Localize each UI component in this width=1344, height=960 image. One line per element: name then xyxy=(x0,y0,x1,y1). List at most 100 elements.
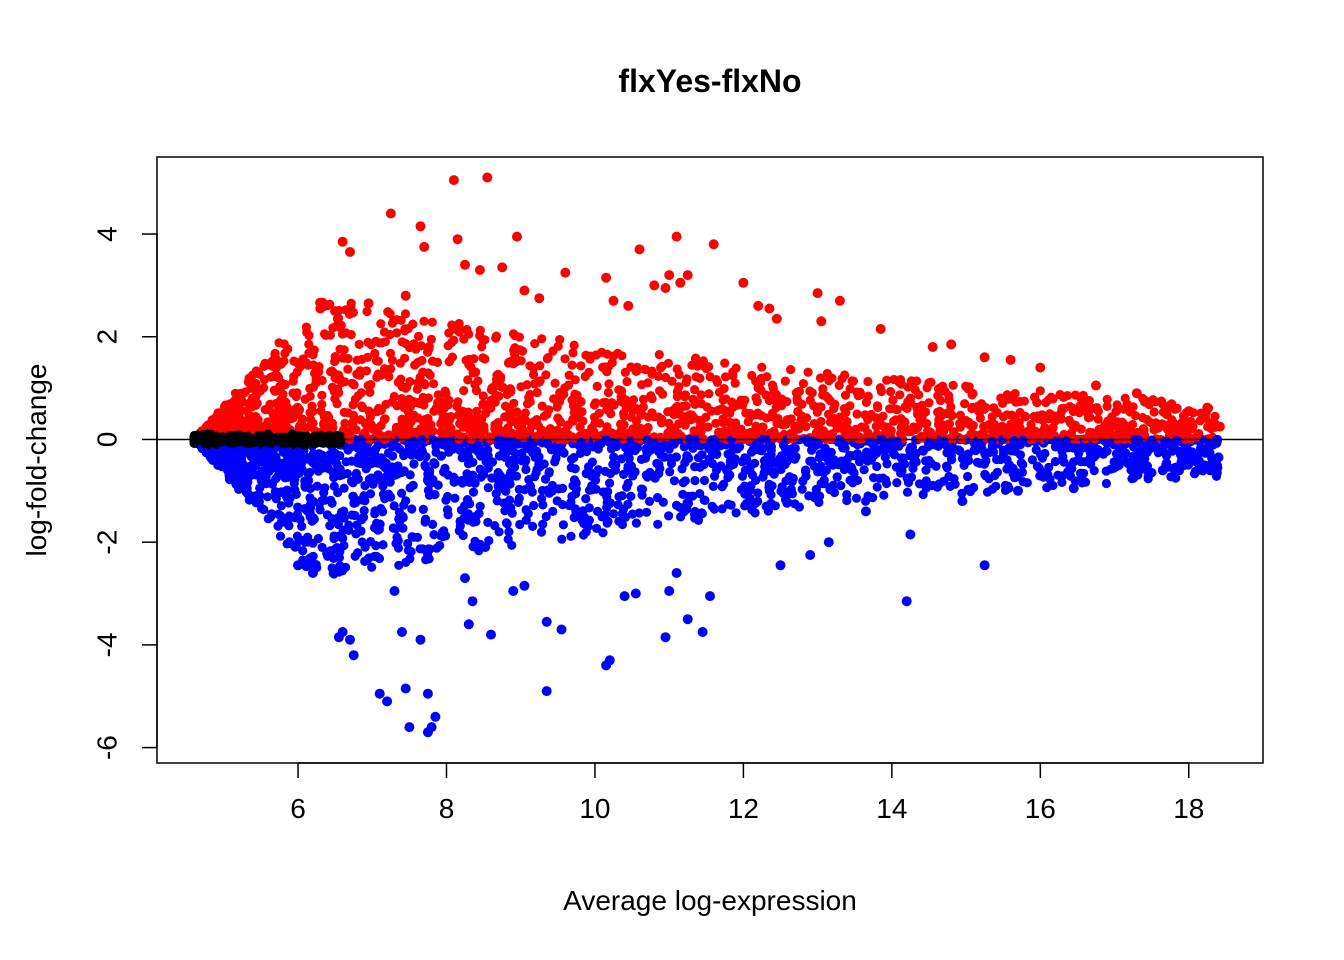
cloud-point xyxy=(475,501,485,511)
cloud-point xyxy=(328,367,338,377)
cloud-point xyxy=(628,471,638,481)
cloud-point xyxy=(312,481,322,491)
cloud-point xyxy=(704,362,714,372)
cloud-point xyxy=(669,476,680,486)
cloud-point xyxy=(506,387,516,397)
down-point xyxy=(630,588,641,599)
cloud-point xyxy=(531,468,541,478)
cloud-point xyxy=(393,377,403,387)
cloud-point xyxy=(690,476,700,486)
cloud-point xyxy=(477,342,487,352)
cloud-point xyxy=(302,327,312,337)
cloud-point xyxy=(896,379,906,389)
cloud-point xyxy=(420,461,430,472)
cloud-point xyxy=(815,491,825,501)
cloud-point xyxy=(247,492,257,502)
cloud-point xyxy=(841,458,851,468)
cloud-point xyxy=(638,402,648,412)
cloud-point xyxy=(316,406,326,416)
cloud-point xyxy=(459,334,469,344)
cloud-point xyxy=(778,440,789,450)
cloud-point xyxy=(426,420,436,430)
cloud-point xyxy=(720,372,731,382)
cloud-point xyxy=(814,465,824,475)
cloud-point xyxy=(641,453,651,463)
cloud-point xyxy=(435,540,445,551)
cloud-point xyxy=(318,419,329,429)
cloud-point xyxy=(859,465,869,475)
cloud-point xyxy=(1019,396,1029,406)
cloud-point xyxy=(921,465,931,475)
cloud-point xyxy=(1205,466,1215,476)
cloud-point xyxy=(426,478,436,488)
cloud-point xyxy=(459,514,469,524)
cloud-point xyxy=(828,480,838,490)
cloud-point xyxy=(863,376,873,387)
cloud-point xyxy=(568,481,578,491)
cloud-point xyxy=(458,530,468,541)
cloud-point xyxy=(485,434,495,444)
cloud-point xyxy=(274,464,284,474)
cloud-point xyxy=(506,467,516,477)
cloud-point xyxy=(585,354,595,364)
cloud-point xyxy=(282,402,292,412)
cloud-point xyxy=(840,390,851,400)
cloud-point xyxy=(367,562,377,572)
cloud-point xyxy=(567,360,577,370)
down-point xyxy=(1157,465,1168,476)
x-tick-label: 6 xyxy=(290,793,306,824)
cloud-point xyxy=(223,466,233,476)
cloud-point xyxy=(237,397,247,408)
cloud-point xyxy=(571,489,581,499)
nonsignificant-point xyxy=(311,441,319,449)
cloud-point xyxy=(1082,400,1092,410)
up-point xyxy=(675,277,686,288)
cloud-point xyxy=(1141,396,1151,406)
cloud-point xyxy=(815,402,825,412)
cloud-point xyxy=(1053,470,1063,480)
cloud-point xyxy=(440,389,450,399)
cloud-point xyxy=(333,487,343,498)
cloud-point xyxy=(772,458,782,468)
cloud-point xyxy=(909,458,919,468)
cloud-point xyxy=(381,458,391,468)
up-point xyxy=(460,259,470,270)
cloud-point xyxy=(541,511,551,522)
cloud-point xyxy=(619,420,629,430)
cloud-point xyxy=(680,420,690,430)
down-point xyxy=(556,624,567,635)
y-axis-label: log-fold-change xyxy=(21,363,52,556)
cloud-point xyxy=(589,469,599,479)
cloud-point xyxy=(493,481,503,491)
cloud-point xyxy=(444,328,454,338)
cloud-point xyxy=(513,497,523,507)
cloud-point xyxy=(1002,455,1012,465)
cloud-point xyxy=(344,525,354,535)
nonsignificant-point xyxy=(273,432,281,440)
cloud-point xyxy=(359,506,369,516)
cloud-point xyxy=(926,377,936,387)
cloud-point xyxy=(288,413,298,423)
cloud-point xyxy=(393,543,404,553)
cloud-point xyxy=(594,418,605,428)
cloud-point xyxy=(604,379,614,389)
cloud-point xyxy=(490,424,500,434)
down-point xyxy=(426,722,437,733)
cloud-point xyxy=(305,383,315,394)
cloud-point xyxy=(480,542,490,552)
cloud-point xyxy=(1062,391,1072,401)
cloud-point xyxy=(902,487,913,497)
cloud-point xyxy=(887,436,897,446)
cloud-point xyxy=(623,445,633,455)
cloud-point xyxy=(886,387,896,397)
up-point xyxy=(771,313,782,324)
down-point xyxy=(1013,485,1023,496)
cloud-point xyxy=(1177,417,1187,427)
cloud-point xyxy=(603,516,613,527)
cloud-point xyxy=(404,420,414,430)
cloud-point xyxy=(421,452,431,462)
down-point xyxy=(374,688,385,699)
cloud-point xyxy=(419,316,429,326)
cloud-point xyxy=(718,427,729,437)
cloud-point xyxy=(278,447,288,457)
